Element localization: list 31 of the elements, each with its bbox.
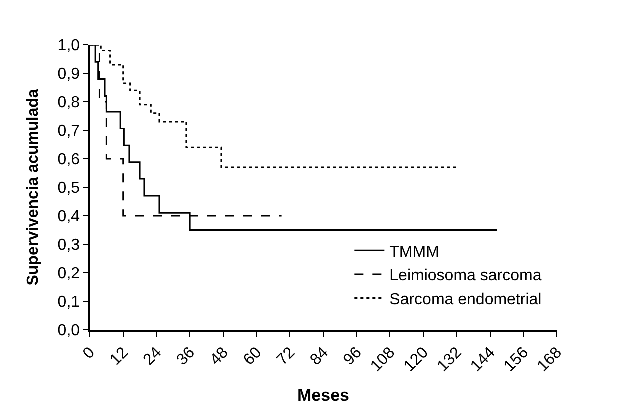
- legend-label: Sarcoma endometrial: [390, 291, 542, 308]
- y-tick-label: 0,0: [58, 322, 80, 340]
- x-axis-title: Meses: [298, 386, 350, 406]
- y-tick-label: 1,0: [58, 38, 80, 55]
- y-tick-label: 0,5: [58, 180, 80, 198]
- x-tick-label: 168: [534, 344, 566, 376]
- y-tick-label: 0,1: [58, 294, 80, 312]
- x-tick-label: 0: [80, 344, 99, 363]
- x-tick-label: 156: [501, 344, 532, 376]
- y-tick-label: 0,7: [58, 123, 80, 140]
- y-tick-label: 0,6: [58, 152, 80, 169]
- x-tick-label: 60: [240, 344, 266, 370]
- y-tick-label: 0,2: [58, 266, 80, 283]
- x-tick-label: 24: [140, 344, 166, 370]
- x-tick-label: 48: [207, 344, 232, 370]
- y-tick-label: 0,9: [58, 66, 80, 84]
- y-tick-label: 0,4: [58, 208, 80, 226]
- x-tick-label: 132: [434, 344, 466, 376]
- x-tick-label: 84: [307, 344, 332, 370]
- x-tick-label: 108: [368, 344, 399, 376]
- legend-label: TMMM: [390, 244, 440, 261]
- x-tick-label: 120: [401, 344, 432, 376]
- y-tick-label: 0,3: [58, 237, 80, 254]
- legend-label: Leimiosoma sarcoma: [390, 268, 542, 285]
- x-tick-label: 12: [107, 344, 132, 370]
- y-tick-label: 0,8: [58, 94, 80, 112]
- y-axis-title: Supervivencia acumulada: [25, 89, 42, 286]
- x-tick-label: 144: [468, 344, 499, 376]
- x-tick-label: 36: [174, 344, 199, 370]
- x-tick-label: 72: [274, 344, 299, 370]
- x-tick-label: 96: [340, 344, 366, 370]
